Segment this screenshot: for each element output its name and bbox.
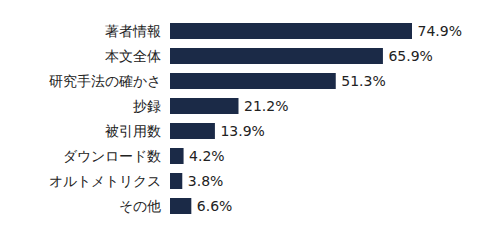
svg-text:研究手法の確かさ: 研究手法の確かさ [49,73,161,89]
svg-text:著者情報: 著者情報 [105,23,161,39]
svg-text:オルトメトリクス: オルトメトリクス [49,173,161,189]
svg-text:ダウンロード数: ダウンロード数 [63,148,161,164]
svg-text:被引用数: 被引用数 [105,123,161,139]
svg-text:4.2%: 4.2% [189,148,225,164]
svg-text:6.6%: 6.6% [197,198,233,214]
svg-text:65.9%: 65.9% [388,48,432,64]
svg-text:74.9%: 74.9% [418,23,462,39]
svg-text:21.2%: 21.2% [244,98,288,114]
svg-text:13.9%: 13.9% [220,123,264,139]
svg-text:3.8%: 3.8% [188,173,224,189]
svg-text:その他: その他 [119,198,161,214]
svg-text:本文全体: 本文全体 [105,48,161,64]
svg-text:抄録: 抄録 [133,98,161,114]
svg-text:51.3%: 51.3% [341,73,385,89]
